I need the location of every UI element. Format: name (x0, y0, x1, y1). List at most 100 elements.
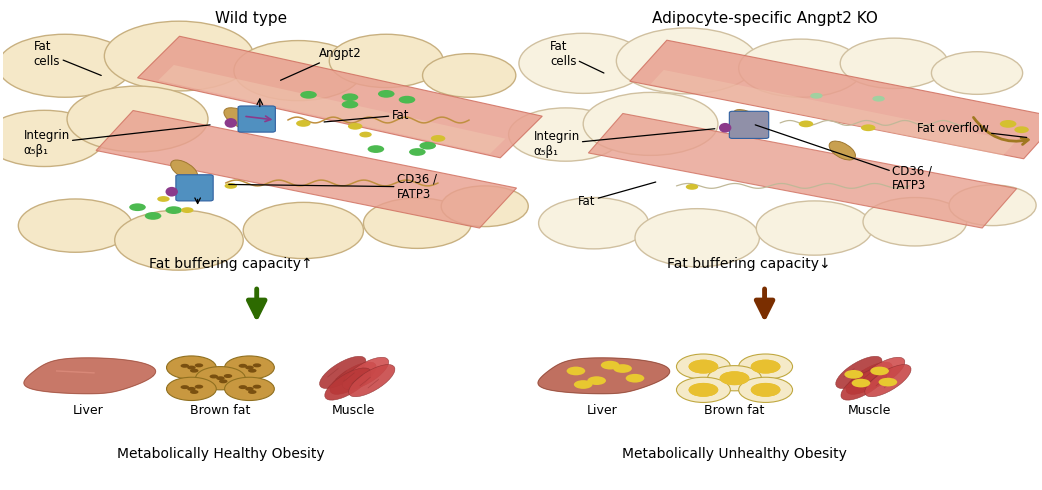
Circle shape (811, 93, 822, 98)
Circle shape (840, 38, 948, 89)
Circle shape (243, 202, 364, 259)
Polygon shape (629, 40, 1042, 159)
Circle shape (614, 364, 631, 373)
Circle shape (720, 371, 749, 385)
Text: Fat buffering capacity↓: Fat buffering capacity↓ (667, 257, 830, 271)
Circle shape (519, 33, 647, 94)
Ellipse shape (171, 160, 198, 180)
Text: CD36 /
FATP3: CD36 / FATP3 (755, 125, 932, 192)
Text: Integrin
α₅β₁: Integrin α₅β₁ (534, 129, 715, 158)
Circle shape (188, 387, 196, 391)
Circle shape (686, 184, 698, 190)
Circle shape (195, 364, 203, 368)
Circle shape (181, 207, 194, 213)
Text: Liver: Liver (72, 404, 103, 416)
Circle shape (441, 186, 528, 226)
Circle shape (167, 377, 217, 400)
Text: Metabolically Unhealthy Obesity: Metabolically Unhealthy Obesity (622, 447, 847, 461)
Text: Fat buffering capacity↑: Fat buffering capacity↑ (149, 257, 313, 271)
Polygon shape (650, 70, 1016, 155)
Text: Muscle: Muscle (331, 404, 375, 416)
Ellipse shape (859, 357, 904, 390)
Ellipse shape (343, 357, 389, 390)
Circle shape (872, 96, 885, 101)
Text: CD36 /
FATP3: CD36 / FATP3 (229, 173, 437, 201)
Circle shape (932, 52, 1022, 95)
Circle shape (0, 110, 104, 167)
Circle shape (216, 376, 225, 380)
Circle shape (233, 41, 363, 100)
Circle shape (188, 366, 196, 369)
Circle shape (104, 21, 253, 91)
Circle shape (739, 354, 793, 379)
Circle shape (1000, 120, 1016, 128)
Ellipse shape (829, 141, 855, 160)
Circle shape (166, 206, 182, 214)
Circle shape (689, 360, 718, 373)
Circle shape (539, 197, 648, 249)
Circle shape (601, 361, 619, 369)
Text: Fat
cells: Fat cells (550, 40, 604, 73)
Circle shape (1014, 126, 1028, 133)
Circle shape (245, 366, 253, 369)
Circle shape (420, 142, 436, 149)
Circle shape (739, 377, 793, 402)
Circle shape (676, 354, 730, 379)
Circle shape (224, 374, 232, 378)
Text: Metabolically Healthy Obesity: Metabolically Healthy Obesity (117, 447, 324, 461)
Circle shape (689, 360, 718, 373)
Circle shape (878, 378, 897, 387)
Text: Brown fat: Brown fat (704, 404, 765, 416)
Polygon shape (24, 358, 155, 393)
Circle shape (145, 212, 162, 220)
Circle shape (584, 93, 718, 155)
Ellipse shape (320, 356, 366, 389)
Circle shape (567, 367, 586, 375)
Circle shape (67, 86, 208, 152)
Text: Fat: Fat (324, 109, 408, 122)
Circle shape (861, 124, 875, 131)
Circle shape (756, 201, 872, 255)
Text: Muscle: Muscle (847, 404, 891, 416)
Ellipse shape (719, 123, 731, 133)
Circle shape (430, 135, 445, 142)
Ellipse shape (166, 187, 178, 196)
Circle shape (219, 379, 227, 383)
Circle shape (844, 370, 863, 379)
Circle shape (870, 367, 889, 375)
Circle shape (364, 198, 471, 248)
Circle shape (248, 390, 256, 394)
Circle shape (190, 368, 198, 373)
Circle shape (851, 379, 870, 388)
Circle shape (751, 360, 780, 373)
Circle shape (0, 34, 132, 97)
Circle shape (342, 100, 358, 108)
Circle shape (739, 39, 863, 97)
Polygon shape (96, 111, 517, 228)
Circle shape (708, 366, 762, 391)
Polygon shape (138, 36, 542, 158)
Polygon shape (589, 114, 1017, 228)
Text: Brown fat: Brown fat (191, 404, 251, 416)
Circle shape (751, 383, 780, 397)
Circle shape (129, 203, 146, 211)
Circle shape (689, 383, 718, 397)
Circle shape (368, 145, 384, 153)
Circle shape (799, 121, 813, 127)
Circle shape (342, 94, 358, 101)
Ellipse shape (836, 356, 882, 389)
Circle shape (248, 368, 256, 373)
Ellipse shape (330, 362, 376, 394)
Circle shape (359, 132, 372, 138)
Ellipse shape (846, 362, 892, 394)
Circle shape (195, 385, 203, 389)
Circle shape (635, 209, 760, 267)
Ellipse shape (841, 368, 887, 400)
Text: Wild type: Wild type (216, 11, 288, 26)
Circle shape (180, 385, 189, 389)
Circle shape (157, 196, 170, 202)
Circle shape (296, 120, 311, 127)
Polygon shape (538, 358, 670, 393)
Circle shape (300, 91, 317, 98)
Circle shape (676, 377, 730, 402)
